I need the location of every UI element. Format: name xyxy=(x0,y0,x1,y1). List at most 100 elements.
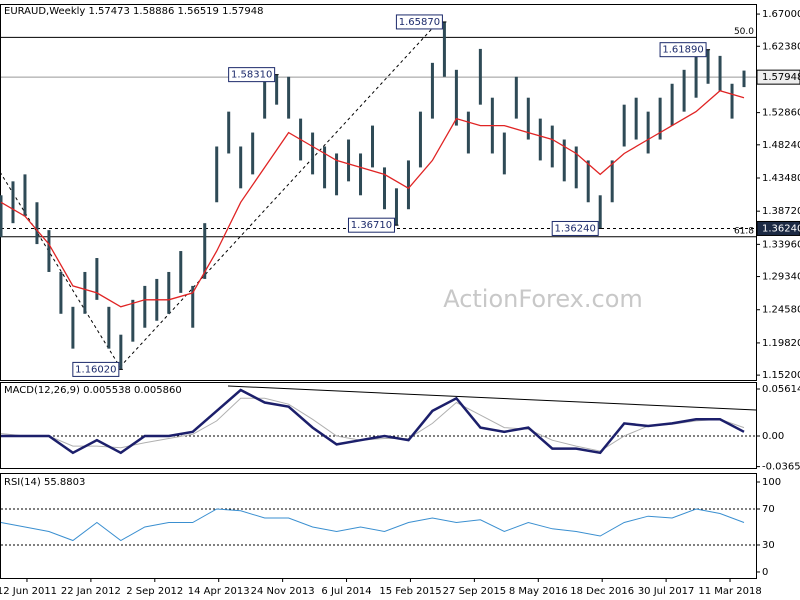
price-bar xyxy=(119,334,123,370)
x-tick-label: 22 Jan 2012 xyxy=(61,586,121,597)
x-tick-label: 12 Jun 2011 xyxy=(0,586,57,597)
price-bar xyxy=(586,160,590,203)
price-bar xyxy=(562,139,566,182)
price-bar xyxy=(706,49,710,84)
price-bar xyxy=(418,111,422,168)
macd-panel xyxy=(0,382,757,469)
price-bar xyxy=(574,146,578,189)
price-bar xyxy=(371,125,375,168)
y-tick-label: 1.48240 xyxy=(762,140,800,151)
x-tick-label: 8 May 2016 xyxy=(509,586,568,597)
annotation-label: 1.36710 xyxy=(351,220,392,231)
price-bar xyxy=(682,69,686,112)
annotation-box xyxy=(72,361,120,377)
macd-title: MACD(12,26,9) 0.005538 0.005860 xyxy=(4,385,182,396)
price-bar xyxy=(95,258,99,300)
price-bar xyxy=(179,251,183,293)
price-bar xyxy=(430,62,434,119)
y-tick-label: 1.38720 xyxy=(762,206,800,217)
price-bar xyxy=(646,111,650,154)
price-bar xyxy=(526,97,530,140)
annotation-box xyxy=(347,217,395,233)
price-tag-label: 1.36240 xyxy=(762,223,800,234)
price-bar xyxy=(23,174,27,217)
indicator-line xyxy=(1,388,745,455)
price-bar xyxy=(359,153,363,196)
price-bar xyxy=(71,306,75,349)
y-tick-label: 1.29340 xyxy=(762,272,800,283)
y-tick-label: 30 xyxy=(762,540,775,551)
trend-line xyxy=(227,385,757,411)
price-bar xyxy=(382,167,386,210)
price-panel xyxy=(0,4,757,381)
price-bar xyxy=(251,132,255,175)
price-bar xyxy=(83,271,87,314)
price-bar xyxy=(263,76,267,119)
price-bar xyxy=(11,181,15,224)
x-tick-label: 6 Jul 2014 xyxy=(321,586,371,597)
price-bar xyxy=(514,76,518,119)
y-tick-label: 1.43480 xyxy=(762,173,800,184)
price-bar xyxy=(311,132,315,175)
price-bar xyxy=(227,111,231,154)
annotation-label: 1.36240 xyxy=(555,223,596,234)
x-tick-label: 11 Mar 2018 xyxy=(698,586,761,597)
price-bar xyxy=(658,97,662,140)
trend-line xyxy=(119,19,441,368)
price-bar xyxy=(347,139,351,182)
price-bar xyxy=(622,104,626,147)
x-tick-label: 27 Sep 2015 xyxy=(443,586,506,597)
price-bar xyxy=(131,299,135,342)
price-bar xyxy=(550,125,554,168)
price-bar xyxy=(0,195,3,238)
price-bar xyxy=(35,202,39,245)
price-bar xyxy=(502,132,506,175)
price-bar xyxy=(275,74,279,105)
annotation-label: 1.58310 xyxy=(231,70,272,81)
y-tick-label: 1.15200 xyxy=(762,370,800,381)
price-bar xyxy=(598,195,602,229)
price-bar xyxy=(466,111,470,154)
price-bar xyxy=(442,21,446,77)
annotation-box xyxy=(228,67,276,83)
price-tag xyxy=(756,220,800,236)
y-tick-label: 1.52860 xyxy=(762,108,800,119)
price-bar xyxy=(694,55,698,98)
x-tick-label: 18 Dec 2016 xyxy=(570,586,634,597)
price-bar xyxy=(538,118,542,161)
x-tick-label: 30 Jul 2017 xyxy=(638,586,695,597)
y-tick-label: 70 xyxy=(762,504,775,515)
price-bar xyxy=(47,230,51,272)
price-bar xyxy=(335,153,339,196)
price-bar xyxy=(718,55,722,91)
price-bar xyxy=(239,146,243,189)
price-bar xyxy=(59,271,63,314)
price-bar xyxy=(191,285,195,328)
y-tick-label: 0.00 xyxy=(762,431,784,442)
price-bar xyxy=(107,306,111,349)
y-tick-label: 0 xyxy=(762,567,768,578)
annotation-box xyxy=(395,14,443,30)
x-tick-label: 24 Nov 2013 xyxy=(251,586,315,597)
price-bar xyxy=(610,160,614,203)
price-bar xyxy=(454,69,458,126)
indicator-line xyxy=(0,508,745,542)
price-bar xyxy=(323,146,327,189)
price-tag-label: 1.57948 xyxy=(762,72,800,83)
price-bar xyxy=(167,271,171,314)
price-bar xyxy=(478,48,482,105)
trend-line xyxy=(0,171,121,368)
price-bar xyxy=(406,160,410,210)
annotation-box xyxy=(659,42,707,58)
watermark: ActionForex.com xyxy=(443,285,643,313)
price-bar xyxy=(742,70,746,88)
y-tick-label: 100 xyxy=(762,477,781,488)
price-bar xyxy=(634,97,638,140)
annotation-label: 1.61890 xyxy=(662,45,703,56)
x-tick-label: 2 Sep 2012 xyxy=(126,586,183,597)
price-tag xyxy=(756,69,800,85)
y-tick-label: 1.24580 xyxy=(762,305,800,316)
y-tick-label: 1.67000 xyxy=(762,9,800,20)
